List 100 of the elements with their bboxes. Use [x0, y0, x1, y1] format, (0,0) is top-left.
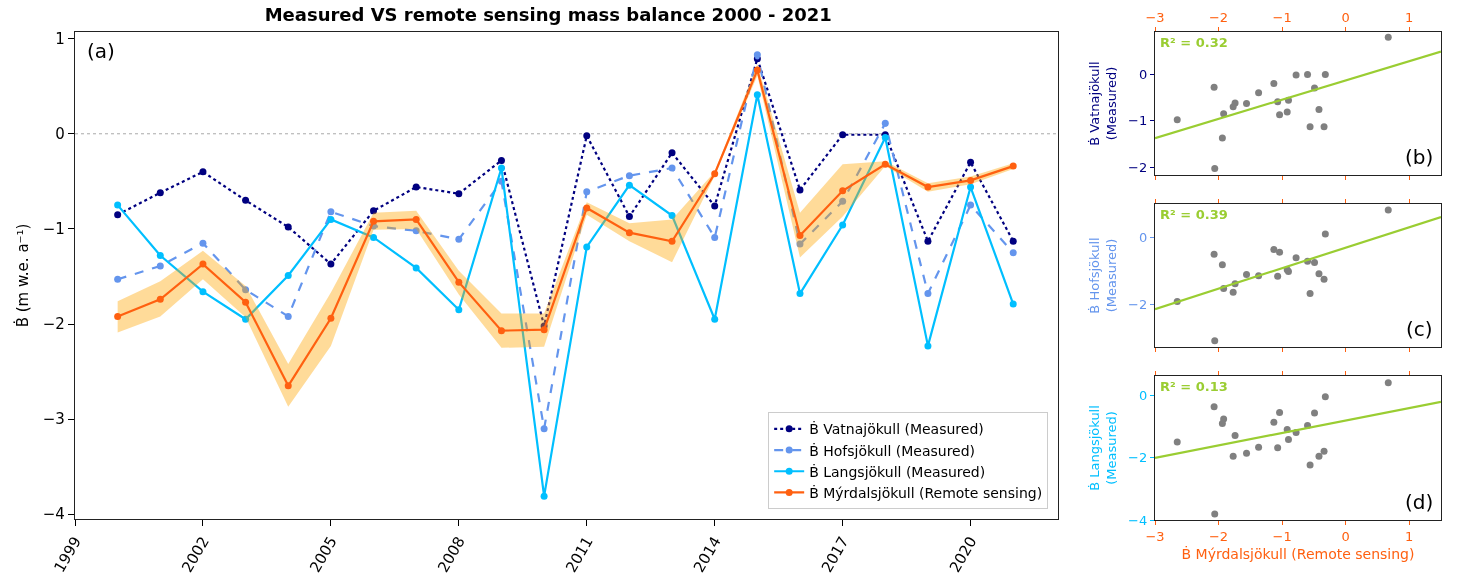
- point: [1321, 71, 1329, 79]
- point: [625, 213, 633, 221]
- point: [668, 149, 676, 157]
- point: [497, 156, 505, 164]
- point: [1304, 71, 1312, 79]
- point: [1320, 123, 1328, 131]
- point: [1384, 206, 1392, 214]
- point: [839, 197, 847, 205]
- point: [1218, 134, 1226, 142]
- point: [199, 168, 207, 176]
- point: [1321, 230, 1329, 238]
- point: [796, 232, 804, 240]
- point: [284, 382, 292, 390]
- point: [1009, 300, 1017, 308]
- point: [1009, 249, 1017, 257]
- point: [1229, 103, 1237, 111]
- point: [711, 315, 719, 323]
- point: [1276, 248, 1284, 256]
- point: [753, 51, 761, 59]
- point: [1321, 393, 1329, 401]
- point: [114, 312, 122, 320]
- point: [1270, 79, 1278, 87]
- point: [1210, 83, 1218, 91]
- point: [1229, 288, 1237, 296]
- annotation: R² = 0.13: [1160, 379, 1228, 394]
- point: [924, 183, 932, 191]
- point: [1231, 431, 1239, 439]
- point: [1315, 106, 1323, 114]
- x-tick-label: 0: [1341, 9, 1350, 25]
- point: [114, 211, 122, 219]
- point: [1211, 510, 1219, 518]
- x-tick-label: 0: [1341, 528, 1350, 544]
- point: [1210, 250, 1218, 258]
- point: [1270, 246, 1278, 254]
- y-tick-label: −1: [1128, 113, 1148, 129]
- point: [455, 306, 463, 314]
- point: [114, 201, 122, 209]
- point: [455, 235, 463, 243]
- point: [1306, 289, 1314, 297]
- point: [1276, 408, 1284, 416]
- annotation: R² = 0.39: [1160, 207, 1228, 222]
- point: [370, 233, 378, 241]
- y-tick-label: 0: [1138, 230, 1148, 246]
- y-tick-label: 0: [55, 125, 65, 144]
- point: [1255, 89, 1263, 97]
- y-tick-label: 0: [1138, 388, 1148, 404]
- point: [412, 227, 420, 235]
- point: [583, 188, 591, 196]
- annotation: R² = 0.32: [1160, 35, 1228, 50]
- point: [924, 290, 932, 298]
- point: [156, 295, 164, 303]
- point: [796, 240, 804, 248]
- point: [156, 189, 164, 197]
- point: [711, 233, 719, 241]
- point: [711, 202, 719, 210]
- x-tick-label: 1: [1405, 528, 1414, 544]
- y-tick-label: −2: [42, 315, 65, 334]
- annotation: (d): [1405, 490, 1434, 514]
- point: [1243, 449, 1251, 457]
- x-axis-title: Ḃ Mýrdalsjökull (Remote sensing): [1181, 545, 1415, 562]
- annotation: (a): [87, 39, 115, 63]
- point: [625, 172, 633, 180]
- point: [1274, 444, 1282, 452]
- point: [1276, 111, 1284, 119]
- point: [1009, 162, 1017, 170]
- point: [1211, 164, 1219, 172]
- point: [455, 190, 463, 198]
- point: [796, 186, 804, 194]
- legend-label: Ḃ Hofsjökull (Measured): [809, 441, 976, 459]
- y-axis-title: Ḃ Vatnajökull (Measured): [1087, 61, 1120, 146]
- point: [1211, 337, 1219, 345]
- point: [242, 298, 250, 306]
- point: [1220, 110, 1228, 118]
- x-tick-label: 1: [1405, 9, 1414, 25]
- point: [753, 91, 761, 99]
- point: [881, 160, 889, 168]
- point: [839, 221, 847, 229]
- point: [924, 237, 932, 245]
- point: [668, 237, 676, 245]
- point: [1315, 452, 1323, 460]
- point: [1306, 123, 1314, 131]
- point: [625, 181, 633, 189]
- point: [839, 187, 847, 195]
- point: [1292, 71, 1300, 79]
- point: [1292, 254, 1300, 262]
- point: [753, 66, 761, 74]
- point: [1311, 409, 1319, 417]
- y-tick-label: −2: [1128, 450, 1148, 466]
- point: [156, 262, 164, 270]
- point: [881, 119, 889, 127]
- y-axis-title: Ḃ Langsjökull (Measured): [1087, 405, 1120, 491]
- point: [242, 196, 250, 204]
- point: [1274, 272, 1282, 280]
- y-tick-label: −3: [42, 410, 65, 429]
- point: [327, 260, 335, 268]
- annotation: (b): [1405, 145, 1434, 169]
- point: [540, 492, 548, 500]
- x-tick-label: −2: [1208, 528, 1229, 544]
- legend-label: Ḃ Vatnajökull (Measured): [809, 420, 984, 438]
- point: [1218, 261, 1226, 269]
